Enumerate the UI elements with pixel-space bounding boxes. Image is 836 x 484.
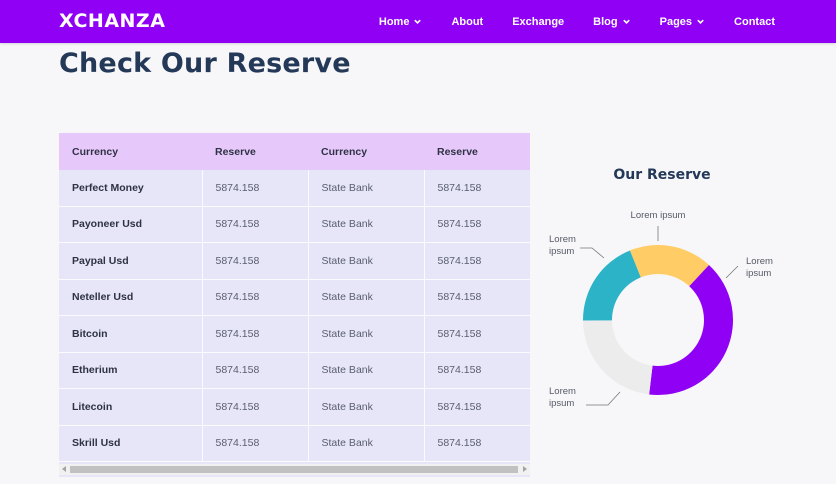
chevron-down-icon	[696, 17, 705, 26]
cell-reserve: 5874.158	[202, 315, 309, 353]
cell-reserve: 5874.158	[424, 388, 530, 426]
slice-label: Lorem ipsum	[549, 386, 576, 409]
table-row: Litecoin 5874.158 State Bank 5874.158	[59, 388, 530, 426]
main-menu: Home About Exchange Blog Pages Contact	[350, 0, 775, 43]
donut-slice	[629, 245, 709, 287]
table-row: Payoneer Usd 5874.158 State Bank 5874.158	[59, 206, 530, 243]
reserve-table: Currency Reserve Currency Reserve Perfec…	[59, 133, 530, 462]
column-header-currency: Currency	[59, 133, 202, 170]
cell-reserve: 5874.158	[424, 279, 530, 316]
cell-currency: State Bank	[308, 279, 425, 316]
cell-reserve: 5874.158	[202, 206, 309, 243]
scroll-left-arrow-icon[interactable]	[62, 466, 66, 472]
cell-currency: Payoneer Usd	[59, 206, 203, 243]
slice-leader-line	[725, 265, 739, 279]
column-header-reserve: Reserve	[424, 133, 530, 170]
scroll-right-arrow-icon[interactable]	[523, 466, 527, 472]
cell-currency: State Bank	[308, 352, 425, 389]
cell-currency: Litecoin	[59, 388, 203, 426]
cell-currency: State Bank	[308, 388, 425, 426]
cell-reserve: 5874.158	[202, 242, 309, 280]
slice-label: Lorem ipsum	[631, 210, 686, 221]
nav-item-about[interactable]: About	[451, 16, 483, 28]
nav-item-label: Contact	[734, 15, 775, 28]
nav-item-label: Blog	[593, 15, 618, 28]
nav-item-label: Home	[378, 15, 410, 28]
cell-reserve: 5874.158	[424, 352, 530, 389]
cell-reserve: 5874.158	[424, 206, 530, 243]
cell-reserve: 5874.158	[202, 170, 309, 207]
slice-leader-line	[580, 247, 605, 259]
cell-reserve: 5874.158	[424, 425, 530, 462]
nav-item-home[interactable]: Home	[379, 16, 423, 28]
column-header-reserve: Reserve	[202, 133, 308, 170]
nav-item-exchange[interactable]: Exchange	[512, 16, 564, 28]
cell-reserve: 5874.158	[424, 315, 530, 353]
table-row: Neteller Usd 5874.158 State Bank 5874.158	[59, 279, 530, 316]
cell-reserve: 5874.158	[424, 242, 530, 280]
reserve-donut-chart: Lorem ipsum Lorem ipsum Lorem ipsum Lorem ipsu…	[549, 210, 773, 409]
cell-reserve: 5874.158	[202, 388, 309, 426]
cell-reserve: 5874.158	[202, 425, 309, 462]
nav-item-blog[interactable]: Blog	[593, 16, 630, 28]
cell-currency: State Bank	[308, 206, 425, 243]
table-header-row: Currency Reserve Currency Reserve	[59, 133, 530, 170]
top-navbar: XCHANZA Home About Exchange Blog Pages C…	[0, 0, 836, 43]
slice-label: Lorem ipsum	[746, 256, 773, 279]
page-title: Check Our Reserve	[59, 48, 351, 79]
nav-item-label: Exchange	[512, 15, 565, 28]
slice-label: Lorem ipsum	[549, 234, 576, 257]
donut-slice	[649, 264, 733, 395]
cell-currency: Paypal Usd	[59, 242, 203, 280]
cell-currency: Skrill Usd	[59, 425, 203, 462]
chart-title: Our Reserve	[613, 167, 711, 183]
brand-logo[interactable]: XCHANZA	[59, 10, 166, 32]
nav-item-pages[interactable]: Pages	[660, 16, 705, 28]
horizontal-scrollbar[interactable]	[59, 464, 530, 475]
chevron-down-icon	[622, 17, 631, 26]
nav-item-contact[interactable]: Contact	[734, 16, 775, 28]
cell-reserve: 5874.158	[202, 352, 309, 389]
nav-item-label: About	[451, 15, 484, 28]
scrollbar-thumb[interactable]	[70, 466, 518, 473]
donut-slice	[583, 320, 653, 395]
cell-currency: Perfect Money	[59, 170, 203, 207]
cell-currency: State Bank	[308, 425, 425, 462]
cell-reserve: 5874.158	[202, 279, 309, 316]
table-row: Skrill Usd 5874.158 State Bank 5874.158	[59, 425, 530, 462]
table-row: Bitcoin 5874.158 State Bank 5874.158	[59, 315, 530, 353]
reserve-table-container: Currency Reserve Currency Reserve Perfec…	[59, 133, 530, 477]
cell-currency: State Bank	[308, 242, 425, 280]
table-row: Etherium 5874.158 State Bank 5874.158	[59, 352, 530, 389]
cell-currency: Bitcoin	[59, 315, 203, 353]
chevron-down-icon	[413, 17, 422, 26]
cell-reserve: 5874.158	[424, 170, 530, 207]
column-header-currency: Currency	[308, 133, 424, 170]
cell-currency: State Bank	[308, 315, 425, 353]
nav-item-label: Pages	[659, 15, 693, 28]
cell-currency: State Bank	[308, 170, 425, 207]
table-row: Paypal Usd 5874.158 State Bank 5874.158	[59, 242, 530, 280]
table-row: Perfect Money 5874.158 State Bank 5874.158	[59, 170, 530, 207]
cell-currency: Neteller Usd	[59, 279, 203, 316]
donut-slice	[583, 250, 641, 321]
cell-currency: Etherium	[59, 352, 203, 389]
slice-leader-line	[586, 391, 621, 406]
